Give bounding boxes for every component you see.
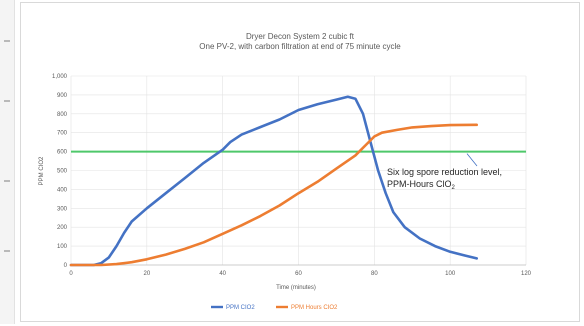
y-tick-label: 1,000 (52, 74, 68, 80)
line-chart: 0 100 200 300 400 500 600 700 800 900 1,000 0 20 40 6… (39, 32, 532, 311)
annotation-arrow (466, 153, 478, 167)
legend-entry-2: PPM Hours CIO2 (291, 305, 338, 311)
y-tick-label: 700 (57, 131, 68, 137)
x-axis-title: Time (minutes) (276, 285, 316, 291)
x-tick-label: 0 (69, 271, 73, 277)
y-tick-label: 800 (57, 112, 68, 118)
y-axis-ticks: 0 100 200 300 400 500 600 700 800 900 1,000 (52, 74, 68, 269)
threshold-annotation-line2: PPM-Hours ClO2 (387, 179, 456, 191)
y-tick-label: 300 (57, 206, 68, 212)
x-tick-label: 100 (445, 271, 456, 277)
legend-entry-1: PPM CIO2 (226, 305, 255, 311)
series-group (69, 95, 478, 267)
threshold-annotation-subscript: 2 (452, 185, 456, 191)
y-tick-label: 100 (57, 244, 68, 250)
threshold-annotation-line1: Six log spore reduction level, (387, 167, 502, 177)
x-axis-ticks: 0 20 40 60 80 100 120 (69, 271, 531, 277)
chart-area[interactable]: 0 100 200 300 400 500 600 700 800 900 1,000 0 20 40 6… (20, 2, 580, 322)
ruler-tick (4, 100, 10, 102)
y-tick-label: 0 (64, 263, 68, 269)
series-line-2 (69, 123, 478, 267)
ruler-tick (4, 250, 10, 252)
left-ruler-strip (0, 0, 15, 324)
legend: PPM CIO2 PPM Hours CIO2 (211, 305, 338, 311)
ruler-icon (4, 40, 10, 42)
ruler-tick (4, 180, 10, 182)
y-tick-label: 900 (57, 93, 68, 99)
x-tick-label: 80 (371, 271, 378, 277)
y-tick-label: 500 (57, 169, 68, 175)
y-tick-label: 400 (57, 187, 68, 193)
chart-title-line2: One PV-2, with carbon filtration at end … (199, 42, 401, 51)
y-axis-title: PPM CIO2 (39, 156, 45, 185)
threshold-annotation-main: PPM-Hours ClO (387, 179, 452, 189)
x-tick-label: 120 (521, 271, 532, 277)
y-tick-label: 600 (57, 150, 68, 156)
y-tick-label: 200 (57, 225, 68, 231)
series-line-1 (69, 95, 478, 267)
x-tick-label: 40 (219, 271, 226, 277)
x-tick-label: 60 (295, 271, 302, 277)
x-tick-label: 20 (143, 271, 150, 277)
chart-title-line1: Dryer Decon System 2 cubic ft (246, 32, 355, 41)
